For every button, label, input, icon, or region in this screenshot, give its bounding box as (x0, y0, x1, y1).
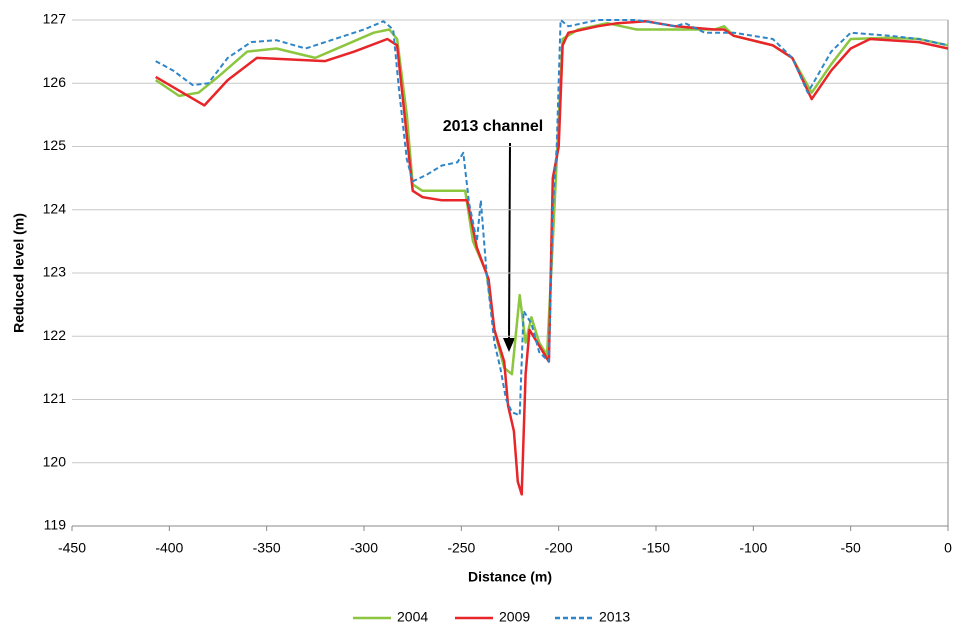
y-tick-label: 120 (43, 453, 67, 469)
series-line (155, 20, 949, 496)
y-tick-label: 125 (43, 137, 67, 153)
annotation-arrowhead (503, 338, 515, 352)
x-tick-label: -400 (155, 540, 183, 556)
annotation: 2013 channel (443, 118, 544, 135)
x-tick-label: -450 (58, 540, 86, 556)
x-tick-label: -250 (447, 540, 475, 556)
y-tick-label: 122 (43, 327, 67, 343)
y-tick-label: 119 (44, 517, 67, 533)
x-axis-label: Distance (m) (468, 569, 552, 585)
x-tick-label: -300 (350, 540, 378, 556)
series-line (155, 19, 949, 417)
x-tick-label: -150 (642, 540, 670, 556)
legend-label: 2009 (499, 609, 530, 625)
x-tick-label: -100 (739, 540, 767, 556)
y-tick-label: 124 (43, 200, 67, 216)
legend-label: 2013 (599, 609, 630, 625)
x-tick-label: -50 (841, 540, 861, 556)
y-tick-label: 127 (43, 11, 67, 27)
y-tick-label: 123 (43, 264, 67, 280)
legend-label: 2004 (397, 609, 428, 625)
y-tick-label: 121 (43, 390, 67, 406)
y-tick-label: 126 (43, 74, 67, 90)
y-axis-label: Reduced level (m) (11, 213, 27, 333)
annotation-arrow (508, 142, 511, 341)
x-tick-label: -350 (253, 540, 281, 556)
x-tick-label: -200 (545, 540, 573, 556)
x-tick-label: 0 (944, 540, 952, 556)
